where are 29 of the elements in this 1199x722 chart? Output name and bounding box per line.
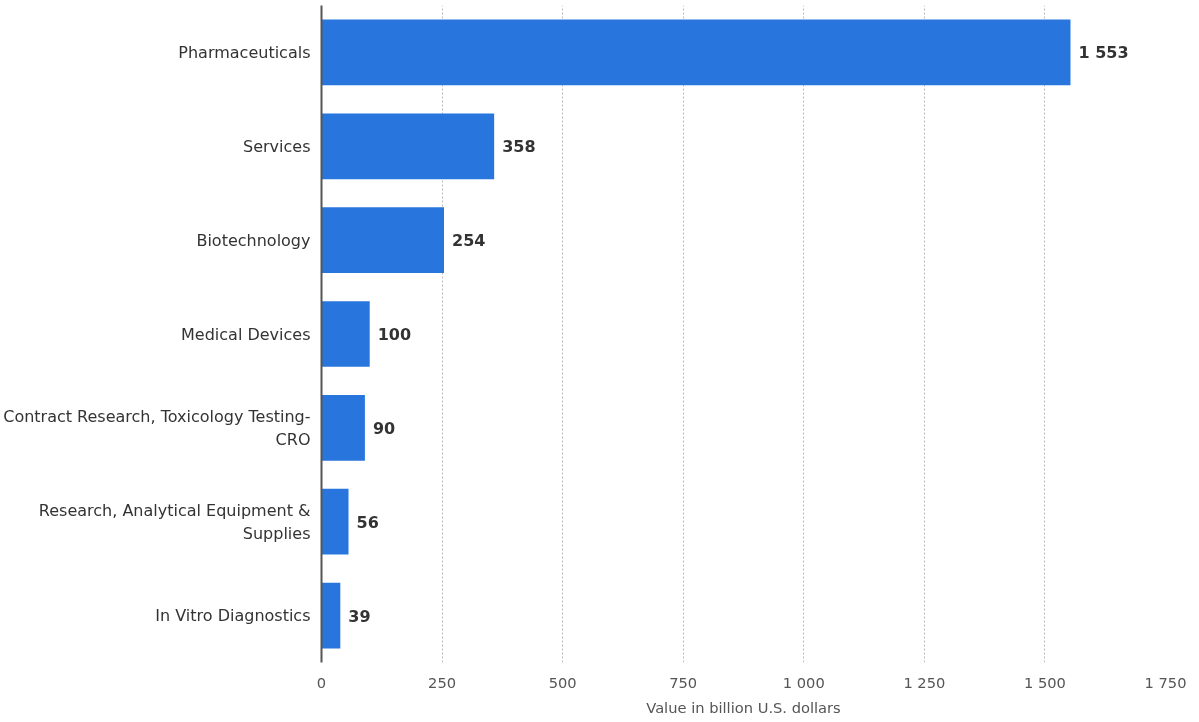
x-tick-label: 0 [316,673,327,691]
bar [321,113,495,180]
x-tick-label: 1 500 [1023,673,1066,691]
y-tick-label: Medical Devices [181,324,311,344]
x-tick-label: 1 250 [903,673,946,691]
data-label: 100 [377,325,412,344]
data-label: 1 553 [1078,42,1129,62]
bar [321,488,349,555]
bar [321,395,365,461]
x-tick-label: 1 000 [782,673,825,691]
y-tick-label: Research, Analytical Equipment & Supplies [38,500,311,543]
data-label: 90 [372,418,396,438]
data-label: 358 [502,137,536,157]
x-tick-label: 1 750 [1144,673,1187,691]
y-tick-label: Contract Research, Toxicology Testing-CRO [3,406,311,449]
x-tick-label: 500 [548,673,577,691]
data-label: 254 [452,231,486,251]
x-tick-label: 750 [669,673,698,691]
y-tick-label: Services [243,136,311,156]
data-label: 56 [356,512,379,532]
bar [321,19,1071,86]
bar [321,207,444,273]
bar [321,301,370,367]
y-tick-label: Pharmaceuticals [178,42,311,62]
y-tick-label: In Vitro Diagnostics [155,606,311,626]
x-tick-label: 250 [428,673,457,691]
y-tick-label: Biotechnology [196,230,311,250]
x-axis-title: Value in billion U.S. dollars [646,698,841,716]
data-label: 39 [348,606,371,626]
